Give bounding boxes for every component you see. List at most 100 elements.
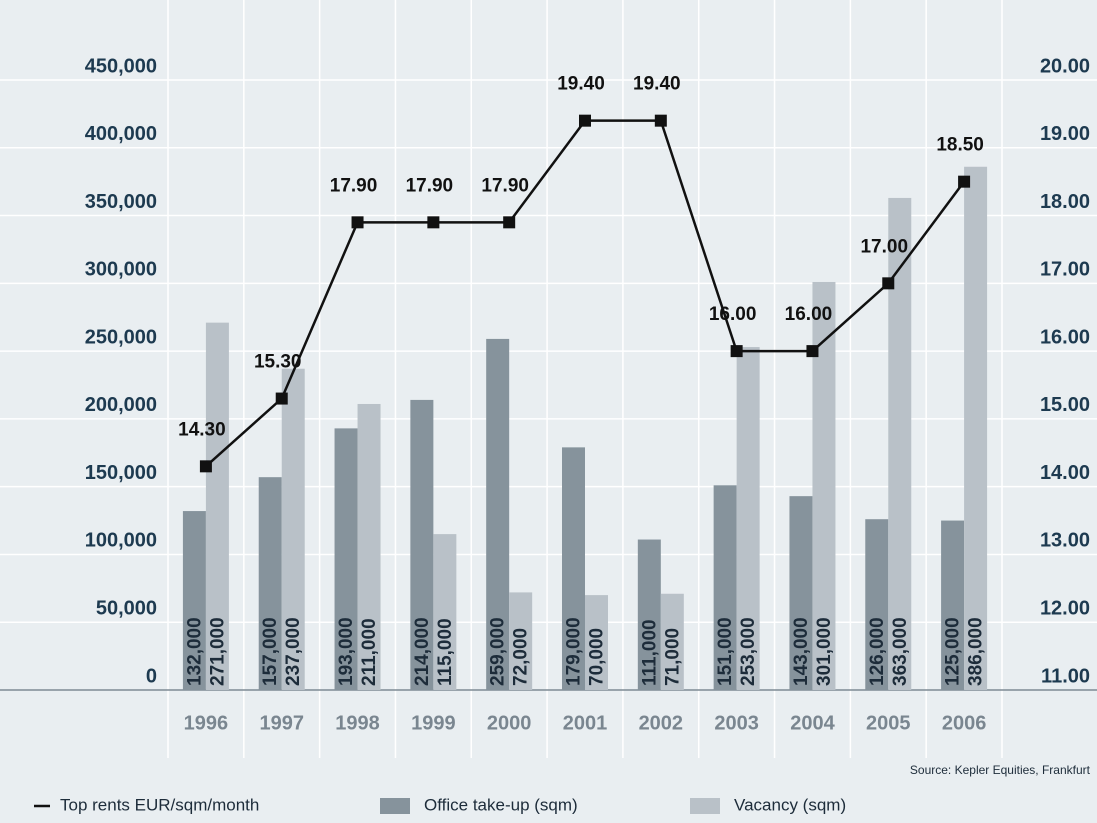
y-tick-label: 250,000 <box>85 326 157 348</box>
x-tick-label: 1998 <box>335 712 380 734</box>
y2-tick-label: 12.00 <box>1040 598 1090 620</box>
bar <box>637 539 661 690</box>
legend-label: Top rents EUR/sqm/month <box>60 795 259 814</box>
bar-value-label: 125,000 <box>943 617 964 686</box>
line-value-label: 14.30 <box>178 419 226 440</box>
y-tick-label: 400,000 <box>85 123 157 145</box>
y2-tick-label: 11.00 <box>1041 665 1090 687</box>
bar-value-label: 143,000 <box>791 617 812 686</box>
bar <box>357 403 381 690</box>
bar <box>713 485 737 690</box>
bar <box>660 593 684 690</box>
y-tick-label: 150,000 <box>85 462 157 484</box>
y-tick-label: 0 <box>146 665 157 687</box>
line-value-label: 19.40 <box>633 74 681 95</box>
x-tick-label: 2005 <box>866 712 911 734</box>
line-marker <box>882 277 895 290</box>
bar <box>182 511 206 690</box>
line-value-label: 17.90 <box>481 175 529 196</box>
line-marker <box>351 216 364 229</box>
y-tick-label: 200,000 <box>85 394 157 416</box>
bar-value-label: 70,000 <box>587 628 608 686</box>
x-tick-label: 2002 <box>639 712 684 734</box>
line-value-label: 17.90 <box>330 175 378 196</box>
legend-swatch <box>690 798 720 814</box>
x-tick-label: 2001 <box>563 712 608 734</box>
bar-value-label: 71,000 <box>662 628 683 686</box>
line-value-label: 19.40 <box>557 74 605 95</box>
line-value-label: 16.00 <box>785 304 833 325</box>
y2-tick-label: 17.00 <box>1040 259 1090 281</box>
bar <box>334 428 358 690</box>
source: Source: Kepler Equities, Frankfurt <box>910 763 1091 777</box>
bar-value-label: 72,000 <box>511 628 532 686</box>
x-tick-label: 2000 <box>487 712 532 734</box>
bar-value-label: 111,000 <box>639 619 660 686</box>
x-tick-label: 2004 <box>790 712 835 734</box>
bar-value-label: 115,000 <box>435 618 456 686</box>
y-tick-label: 350,000 <box>85 191 157 213</box>
y-tick-label: 300,000 <box>85 259 157 281</box>
y-tick-label: 450,000 <box>85 55 157 77</box>
line-value-label: 17.90 <box>406 175 454 196</box>
bar <box>865 519 889 690</box>
bar <box>736 347 760 690</box>
legend-label: Vacancy (sqm) <box>734 795 846 814</box>
bar <box>562 447 585 690</box>
bar-value-label: 386,000 <box>966 617 987 686</box>
bar-value-label: 271,000 <box>207 617 228 686</box>
bar-value-label: 301,000 <box>814 617 835 686</box>
y-tick-label: 100,000 <box>85 530 157 552</box>
line-marker <box>654 114 667 127</box>
line-marker <box>806 345 819 358</box>
line-value-label: 18.50 <box>936 135 984 156</box>
bar-value-label: 179,000 <box>564 617 585 686</box>
line-marker <box>579 114 591 127</box>
legend-swatch <box>380 798 410 814</box>
x-tick-label: 1997 <box>259 712 304 734</box>
legend-label: Office take-up (sqm) <box>424 795 578 814</box>
line-value-label: 16.00 <box>709 304 757 325</box>
bar <box>941 520 965 690</box>
bar <box>812 281 836 690</box>
bar-value-label: 237,000 <box>283 617 304 686</box>
bar <box>585 595 608 690</box>
line-value-label: 17.00 <box>860 236 908 257</box>
bar-value-label: 157,000 <box>260 617 281 686</box>
y-tick-label: 50,000 <box>96 598 157 620</box>
bar <box>205 322 229 690</box>
bar-value-label: 363,000 <box>890 617 911 686</box>
bar-value-label: 214,000 <box>412 617 433 686</box>
x-tick-label: 1996 <box>184 712 229 734</box>
line-marker <box>503 216 516 229</box>
bar-value-label: 193,000 <box>336 617 357 686</box>
line-value-label: 15.30 <box>254 352 302 373</box>
x-tick-label: 1999 <box>411 712 456 734</box>
bar-value-label: 132,000 <box>184 617 205 686</box>
line-marker <box>275 392 288 405</box>
y2-tick-label: 19.00 <box>1040 123 1090 145</box>
y2-tick-label: 14.00 <box>1040 462 1090 484</box>
y2-tick-label: 15.00 <box>1040 394 1090 416</box>
bar-value-label: 151,000 <box>715 617 736 686</box>
y2-tick-label: 18.00 <box>1040 191 1090 213</box>
bar <box>509 592 533 690</box>
bar-value-label: 126,000 <box>867 617 888 686</box>
line-marker <box>958 175 971 188</box>
bar <box>789 496 813 690</box>
bar <box>258 477 282 690</box>
bar-value-label: 253,000 <box>738 617 759 686</box>
bar-value-label: 259,000 <box>488 617 509 686</box>
bar <box>281 368 305 690</box>
x-tick-label: 2006 <box>942 712 987 734</box>
x-tick-label: 2003 <box>714 712 759 734</box>
line-marker <box>199 460 212 473</box>
bar <box>486 338 510 690</box>
line-marker <box>427 216 440 229</box>
bar <box>964 166 988 690</box>
y2-tick-label: 16.00 <box>1040 326 1090 348</box>
y2-tick-label: 13.00 <box>1040 530 1090 552</box>
bar <box>888 197 912 690</box>
bar <box>410 399 434 690</box>
